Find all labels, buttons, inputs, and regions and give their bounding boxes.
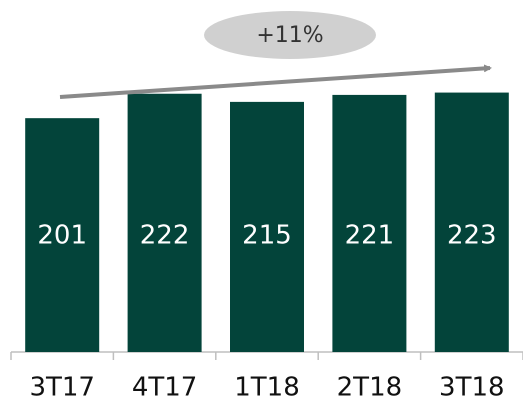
x-tick-label: 1T18 [234,373,300,403]
bar [434,92,509,353]
x-tick-label: 2T18 [337,373,403,403]
bar [332,94,407,353]
x-tick-label: 4T17 [132,373,198,403]
bar [25,118,100,352]
annotation-bubble [204,11,376,59]
data-label: 223 [447,221,497,251]
bar [230,101,304,352]
data-label: 201 [37,221,87,251]
bar [127,93,202,353]
trend-arrow [59,64,492,99]
data-label: 215 [242,221,292,251]
data-label: 222 [140,221,190,251]
data-label: 221 [345,221,395,251]
annotation: +11% [256,23,323,48]
x-tick-label: 3T18 [439,373,505,403]
x-tick-label: 3T17 [29,373,95,403]
